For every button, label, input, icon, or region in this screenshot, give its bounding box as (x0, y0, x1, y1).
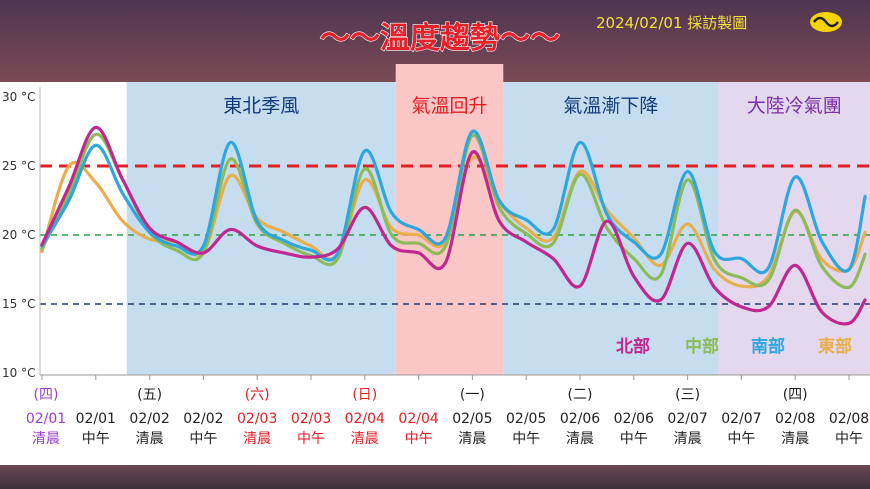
regions-layer: 東北季風 氣溫回升 氣溫漸下降 大陸冷氣團 (126, 64, 870, 375)
x-label-time: 中午 (512, 431, 540, 447)
x-label-date: 02/06 (614, 411, 654, 427)
x-label-time: 清晨 (781, 431, 809, 447)
x-label-weekday: (二) (568, 387, 593, 403)
x-label-time: 清晨 (566, 431, 594, 447)
x-label-time: 清晨 (243, 431, 271, 447)
x-label-time: 中午 (620, 431, 648, 447)
tvbs-logo-icon (810, 12, 842, 32)
y-tick-label: 15 °C (2, 297, 35, 311)
credit-text: 2024/02/01 採訪製圖 (596, 14, 747, 32)
x-label-time: 清晨 (458, 431, 486, 447)
x-label-date: 02/03 (237, 411, 277, 427)
x-label-date: 02/05 (452, 411, 492, 427)
region-label: 氣溫漸下降 (563, 95, 658, 117)
chart-title: ～～溫度趨勢～～ (320, 21, 560, 56)
y-tick-label: 20 °C (2, 228, 35, 242)
x-label-date: 02/06 (560, 411, 600, 427)
region-label: 大陸冷氣團 (747, 95, 842, 117)
x-label-time: 清晨 (32, 431, 60, 447)
x-label-weekday: (四) (34, 387, 59, 403)
x-label-weekday: (三) (675, 387, 700, 403)
legend-label-north: 北部 (616, 336, 650, 357)
reference-lines-layer (40, 164, 870, 305)
x-label-weekday: (日) (352, 387, 377, 403)
x-label-date: 02/02 (183, 411, 223, 427)
legend-label-central: 中部 (685, 336, 719, 357)
x-label-time: 中午 (405, 431, 433, 447)
legend-layer: 東部 中部 南部 北部 (616, 336, 852, 357)
x-label-date: 02/07 (721, 411, 761, 427)
x-label-time: 清晨 (674, 431, 702, 447)
x-label-time: 中午 (82, 431, 110, 447)
x-labels-layer: (四) 02/01 清晨 02/01 中午 (五) 02/02 清晨 02/02 中午 (六) 02/… (26, 387, 869, 447)
x-label-date: 02/08 (829, 411, 869, 427)
x-label-date: 02/05 (506, 411, 546, 427)
axes-layer: 10 °C 15 °C 20 °C 25 °C 30 °C (2, 87, 870, 380)
series-layer (40, 125, 867, 326)
x-label-time: 清晨 (136, 431, 164, 447)
x-label-time: 中午 (835, 431, 863, 447)
x-label-weekday: (一) (460, 387, 485, 403)
x-label-date: 02/04 (398, 411, 438, 427)
series-line-north (40, 125, 867, 326)
x-label-date: 02/07 (667, 411, 707, 427)
x-label-date: 02/01 (76, 411, 116, 427)
x-label-time: 清晨 (351, 431, 379, 447)
footer-band (0, 465, 870, 489)
x-label-weekday: (六) (245, 387, 270, 403)
x-label-time: 中午 (727, 431, 755, 447)
region-band-3 (718, 82, 870, 375)
y-tick-label: 30 °C (2, 90, 35, 104)
x-label-date: 02/08 (775, 411, 815, 427)
region-label: 東北季風 (223, 95, 299, 117)
x-label-time: 中午 (297, 431, 325, 447)
legend-label-south: 南部 (751, 336, 785, 357)
region-label: 氣溫回升 (411, 95, 487, 117)
x-label-date: 02/03 (291, 411, 331, 427)
x-label-date: 02/01 (26, 411, 66, 427)
x-label-weekday: (四) (783, 387, 808, 403)
y-tick-label: 25 °C (2, 159, 35, 173)
x-label-date: 02/02 (129, 411, 169, 427)
y-tick-label: 10 °C (2, 366, 35, 380)
x-label-date: 02/04 (345, 411, 385, 427)
legend-label-east: 東部 (818, 336, 852, 357)
series-line-south (40, 129, 867, 275)
x-label-weekday: (五) (137, 387, 162, 403)
x-label-time: 中午 (189, 431, 217, 447)
